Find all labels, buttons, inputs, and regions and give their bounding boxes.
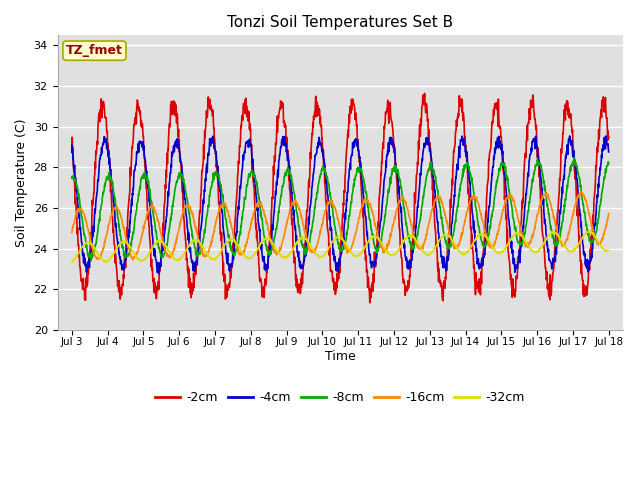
-32cm [307,243,315,249]
-16cm [307,247,315,253]
-2cm [317,114,324,120]
-4cm [605,149,612,155]
-2cm [420,91,428,96]
-4cm [68,143,76,148]
-32cm [374,235,381,240]
-2cm [296,286,303,292]
-32cm [110,251,118,256]
-16cm [68,229,76,235]
-16cm [317,227,324,233]
-4cm [307,195,315,201]
-4cm [296,262,304,268]
-4cm [131,164,139,169]
Line: -8cm: -8cm [72,158,609,261]
Line: -32cm: -32cm [72,231,609,262]
Line: -4cm: -4cm [72,136,609,274]
-8cm [87,258,95,264]
-16cm [109,207,117,213]
Y-axis label: Soil Temperature (C): Soil Temperature (C) [15,118,28,247]
-4cm [374,243,381,249]
-32cm [102,259,109,265]
X-axis label: Time: Time [325,350,356,363]
-8cm [110,190,118,195]
-32cm [605,248,612,253]
-2cm [131,117,139,122]
-16cm [129,257,136,263]
-4cm [566,133,573,139]
-32cm [296,237,304,243]
-8cm [317,171,324,177]
Text: TZ_fmet: TZ_fmet [66,44,123,57]
-16cm [296,207,304,213]
-32cm [68,259,76,264]
Title: Tonzi Soil Temperatures Set B: Tonzi Soil Temperatures Set B [227,15,453,30]
-16cm [578,189,586,195]
-2cm [374,230,381,236]
-16cm [605,211,612,216]
-8cm [374,245,381,251]
-4cm [317,142,324,147]
-8cm [570,155,578,161]
-16cm [374,232,381,238]
-8cm [605,161,612,167]
-8cm [68,175,76,181]
-2cm [307,156,314,162]
-16cm [132,253,140,259]
-2cm [109,226,117,232]
Line: -2cm: -2cm [72,94,609,303]
-8cm [296,230,304,236]
Legend: -2cm, -4cm, -8cm, -16cm, -32cm: -2cm, -4cm, -8cm, -16cm, -32cm [150,386,530,409]
-2cm [605,134,612,140]
-32cm [132,253,140,259]
-2cm [68,141,76,146]
-2cm [366,300,374,306]
-8cm [132,212,140,218]
-8cm [307,228,315,233]
-32cm [585,228,593,234]
-32cm [317,253,324,259]
-4cm [109,199,117,205]
-4cm [156,271,163,276]
Line: -16cm: -16cm [72,192,609,260]
